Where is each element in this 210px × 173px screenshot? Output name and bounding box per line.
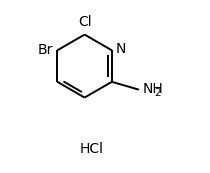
- Text: HCl: HCl: [79, 143, 103, 157]
- Text: Cl: Cl: [78, 15, 91, 29]
- Text: NH: NH: [143, 83, 163, 97]
- Text: N: N: [116, 43, 126, 56]
- Text: 2: 2: [154, 88, 161, 98]
- Text: Br: Br: [38, 43, 53, 57]
